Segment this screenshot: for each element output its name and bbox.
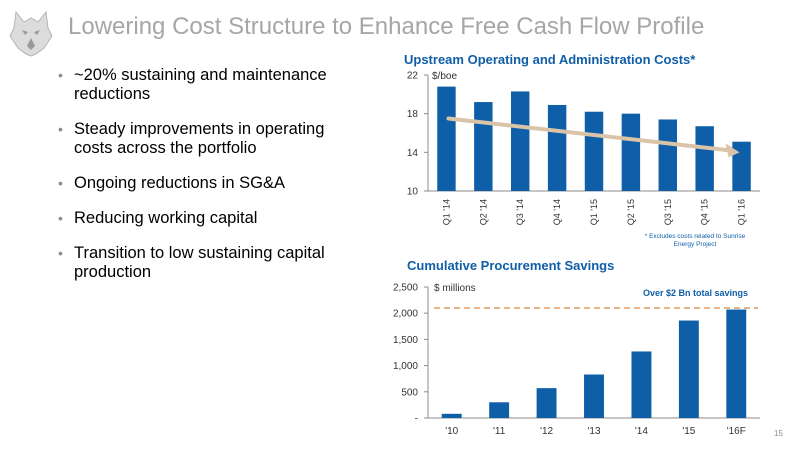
- bar: [678, 320, 699, 418]
- husky-logo: [9, 10, 53, 57]
- x-tick-label: Q2 '15: [626, 199, 636, 225]
- y-tick-label: 2,000: [393, 309, 418, 320]
- x-tick-label: '13: [587, 426, 600, 437]
- bullet-list: • ~20% sustaining and maintenance reducti…: [58, 66, 358, 298]
- page-number: 15: [774, 429, 783, 438]
- bullet-text: Transition to low sustaining capital pro…: [74, 244, 325, 281]
- bar: [547, 104, 567, 191]
- x-tick-label: Q1 '16: [737, 199, 747, 225]
- y-tick-label: 500: [401, 387, 418, 398]
- bar: [732, 141, 751, 191]
- trend-arrow-shaft: [446, 116, 732, 153]
- y-tick-label: 22: [407, 71, 419, 82]
- bullet-icon: •: [58, 121, 63, 137]
- bar: [441, 413, 462, 418]
- y-tick-label: 1,000: [393, 361, 418, 372]
- chart-title-procurement-savings: Cumulative Procurement Savings: [407, 258, 615, 273]
- bullet-text: Ongoing reductions in SG&A: [74, 174, 285, 192]
- y-tick-label: 18: [407, 109, 419, 120]
- x-tick-label: '15: [682, 426, 695, 437]
- bullet-item: • Reducing working capital: [58, 209, 358, 228]
- bar: [536, 388, 557, 418]
- bar: [658, 119, 677, 191]
- bullet-text: Reducing working capital: [74, 209, 258, 227]
- bar: [584, 111, 604, 191]
- bullet-item: • Steady improvements in operating costs …: [58, 120, 358, 158]
- y-tick-label: -: [415, 414, 418, 425]
- bullet-text: Steady improvements in operating costs a…: [74, 120, 325, 157]
- x-tick-label: Q3 '14: [515, 199, 525, 225]
- x-tick-label: Q1 '14: [441, 199, 451, 225]
- bar: [474, 102, 493, 191]
- page-title: Lowering Cost Structure to Enhance Free …: [68, 13, 705, 40]
- x-tick-label: '11: [493, 426, 506, 437]
- bar: [584, 374, 604, 418]
- bar: [511, 91, 530, 191]
- x-tick-label: '14: [635, 426, 648, 437]
- y-tick-label: 1,500: [393, 335, 418, 346]
- bullet-icon: •: [58, 67, 63, 83]
- x-tick-label: '16F: [727, 426, 746, 437]
- x-tick-label: Q1 '15: [589, 199, 599, 225]
- unit-label: $ millions: [434, 283, 476, 294]
- x-tick-label: '12: [540, 426, 553, 437]
- bullet-text: ~20% sustaining and maintenance reductio…: [74, 66, 327, 103]
- bullet-item: • Transition to low sustaining capital pr…: [58, 244, 358, 282]
- bar: [489, 402, 510, 418]
- bar: [695, 126, 714, 191]
- procurement-savings-chart: - 500 1,000 1,500 2,000 2,500 $ millions Over $…: [393, 283, 760, 437]
- x-tick-label: Q3 '15: [663, 199, 673, 225]
- bar: [631, 351, 652, 418]
- x-tick-label: '10: [445, 426, 458, 437]
- x-tick-label: Q4 '15: [700, 199, 710, 225]
- bullet-item: • Ongoing reductions in SG&A: [58, 174, 358, 193]
- x-tick-label: Q2 '14: [478, 199, 488, 225]
- bullet-icon: •: [58, 210, 63, 226]
- chart-footnote: * Excludes costs related to Sunrise Ener…: [644, 233, 746, 248]
- y-tick-label: 14: [407, 148, 419, 159]
- operating-costs-chart: 10 14 18 22 $/boe Q1 '14 Q2 '14 Q3 '14 Q4 '14 Q1 …: [407, 71, 760, 225]
- reference-line-label: Over $2 Bn total savings: [643, 288, 748, 298]
- bullet-item: • ~20% sustaining and maintenance reducti…: [58, 66, 358, 104]
- y-tick-label: 2,500: [393, 283, 418, 294]
- y-tick-label: 10: [407, 187, 419, 198]
- bullet-icon: •: [58, 245, 63, 261]
- unit-label: $/boe: [432, 71, 457, 82]
- chart-title-operating-costs: Upstream Operating and Administration Co…: [404, 52, 696, 67]
- trend-arrow-head: [725, 143, 740, 158]
- x-tick-label: Q4 '14: [552, 199, 562, 225]
- bar: [621, 113, 641, 191]
- bullet-icon: •: [58, 175, 63, 191]
- bar: [726, 309, 747, 418]
- bar: [437, 86, 456, 191]
